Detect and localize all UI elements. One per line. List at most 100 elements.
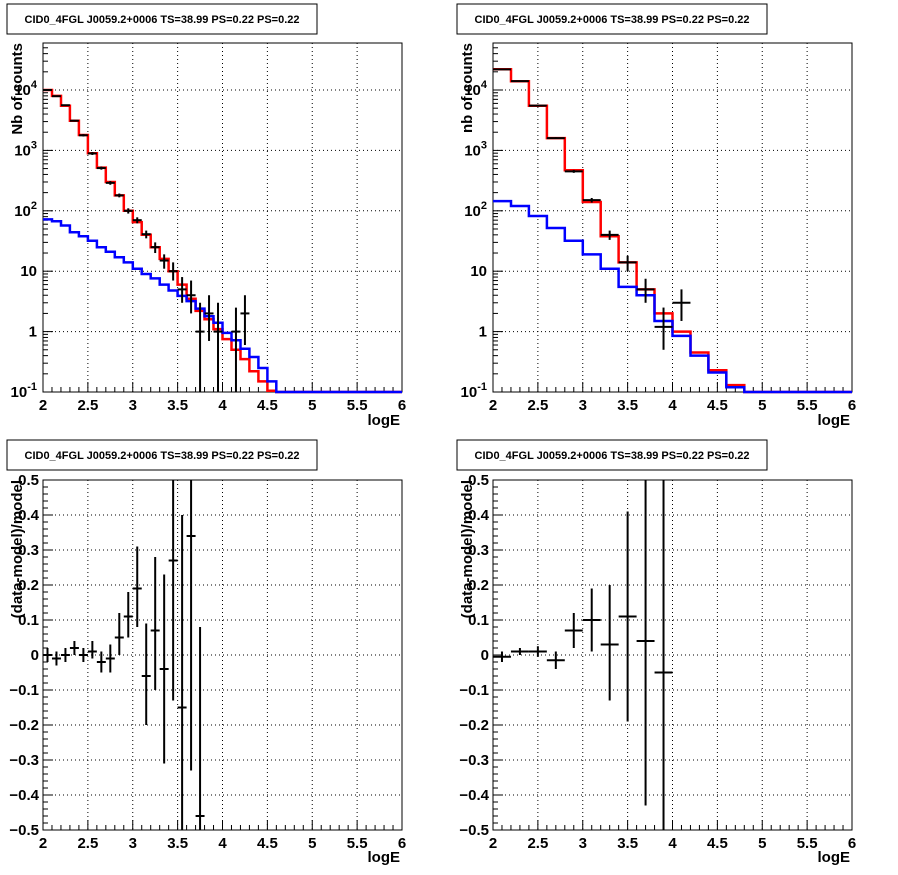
x-tick-label: 3.5	[617, 397, 638, 414]
y-axis-title: (data-model)/model	[459, 480, 476, 618]
data-point	[60, 104, 70, 107]
y-tick-label: 0.1	[468, 612, 489, 629]
data-point	[132, 217, 142, 224]
residual-point	[78, 648, 88, 662]
x-tick-label: 3	[129, 397, 137, 414]
y-tick-label: 0.3	[18, 542, 39, 559]
y-tick-label: −0.5	[9, 822, 39, 839]
pad-residuals-left: CID0_4FGL J0059.2+0006 TS=38.99 PS=0.22 …	[6, 439, 406, 866]
y-tick-label: −0.2	[459, 717, 489, 734]
residual-point	[654, 480, 673, 830]
x-tick-label: 6	[848, 835, 856, 852]
data-point	[105, 181, 115, 185]
y-axis-title: Nb of counts	[9, 43, 26, 135]
y-tick-label: 0.2	[18, 577, 39, 594]
data-point	[78, 134, 88, 137]
y-tick-label: −0.3	[9, 752, 39, 769]
data-point	[493, 68, 511, 71]
y-tick-label: 102	[464, 200, 487, 220]
residual-point	[564, 613, 583, 648]
y-tick-label: 103	[14, 139, 37, 159]
data-point	[69, 119, 79, 122]
data-point	[87, 152, 97, 155]
y-tick-label: −0.3	[459, 752, 489, 769]
x-tick-label: 2	[39, 397, 47, 414]
x-tick-label: 2	[39, 835, 47, 852]
residual-point	[123, 592, 133, 638]
data-point	[159, 254, 169, 269]
x-tick-label: 4.5	[257, 397, 278, 414]
x-tick-label: 6	[398, 835, 406, 852]
y-axis-title: nb of counts	[459, 43, 476, 133]
x-tick-label: 5	[308, 397, 316, 414]
plot-area: 2 2.5 3 3.5 4 4.5 5 5.5 6 10-1 1 10 102 103 104	[461, 42, 856, 414]
residual-point	[186, 480, 196, 771]
y-tick-label: −0.5	[459, 822, 489, 839]
residual-point	[43, 648, 52, 662]
x-tick-label: 3.5	[167, 397, 188, 414]
residual-point	[114, 613, 124, 655]
x-tick-label: 4	[668, 835, 677, 852]
y-tick-label: 102	[14, 200, 37, 220]
plot-area: 2 2.5 3 3.5 4 4.5 5 5.5 6 −0.5 −0.4 −0.3 −0.2 −0.1 0 0.…	[459, 472, 856, 852]
y-tick-label: 1	[29, 324, 37, 341]
x-tick-label: 2.5	[527, 397, 548, 414]
y-tick-label: 104	[464, 79, 488, 99]
data-point	[43, 89, 52, 92]
data-point	[582, 197, 601, 203]
x-tick-label: 3	[579, 835, 587, 852]
residual-point	[510, 648, 529, 655]
y-tick-label: 10	[470, 263, 487, 280]
data-point	[123, 208, 133, 214]
y-tick-label: 0.2	[468, 577, 489, 594]
data-point	[168, 262, 178, 281]
data-point	[564, 169, 583, 173]
x-tick-label: 3	[129, 835, 137, 852]
plot-area: 2 2.5 3 3.5 4 4.5 5 5.5 6 −0.5 −0.4 −0.3 −0.2 −0.1 0 0.…	[9, 472, 406, 852]
x-tick-label: 5	[308, 835, 316, 852]
y-tick-label: 1	[479, 324, 487, 341]
chart-title: CID0_4FGL J0059.2+0006 TS=38.99 PS=0.22 …	[25, 14, 300, 26]
y-tick-label: 0.4	[18, 507, 40, 524]
pad-residuals-right: CID0_4FGL J0059.2+0006 TS=38.99 PS=0.22 …	[456, 439, 856, 866]
y-tick-label: −0.4	[9, 787, 39, 804]
residual-point	[546, 651, 565, 669]
x-axis-title: logE	[368, 849, 401, 866]
data-point	[618, 255, 637, 272]
data-point	[141, 230, 151, 239]
x-tick-label: 2.5	[527, 835, 548, 852]
residual-point	[177, 515, 187, 830]
x-tick-label: 2	[489, 397, 497, 414]
x-tick-label: 4	[218, 397, 227, 414]
chart-title: CID0_4FGL J0059.2+0006 TS=38.99 PS=0.22 …	[25, 450, 300, 462]
residual-point	[69, 641, 79, 655]
residual-point	[150, 557, 160, 690]
pad-counts-left: CID0_4FGL J0059.2+0006 TS=38.99 PS=0.22 …	[6, 3, 406, 429]
data-point	[213, 302, 223, 392]
x-tick-label: 6	[848, 397, 856, 414]
data-point	[672, 289, 691, 321]
residual-point	[493, 651, 511, 662]
y-tick-label: 0.5	[18, 472, 39, 489]
data-point	[150, 242, 160, 254]
title-box	[6, 439, 318, 471]
y-tick-label: 0	[481, 647, 489, 664]
data-point	[240, 295, 250, 345]
x-tick-label: 3.5	[617, 835, 638, 852]
residual-point	[618, 511, 637, 722]
x-tick-label: 4.5	[707, 397, 728, 414]
data-point	[204, 295, 214, 341]
y-tick-label: 0	[31, 647, 39, 664]
chart-title: CID0_4FGL J0059.2+0006 TS=38.99 PS=0.22 …	[475, 450, 750, 462]
residual-point	[141, 623, 151, 725]
residual-point	[96, 651, 106, 673]
y-tick-label: 10-1	[461, 381, 487, 401]
x-tick-label: 6	[398, 397, 406, 414]
residual-point	[159, 574, 169, 764]
data-point	[177, 277, 187, 303]
title-box	[456, 3, 768, 35]
y-tick-label: 104	[14, 79, 38, 99]
y-tick-label: 0.5	[468, 472, 489, 489]
